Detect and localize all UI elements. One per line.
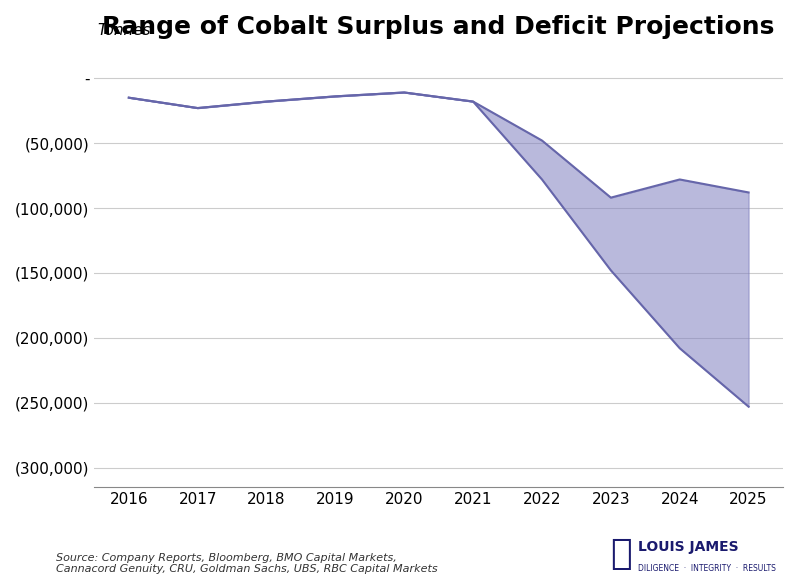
Text: Source: Company Reports, Bloomberg, BMO Capital Markets,
Cannacord Genuity, CRU,: Source: Company Reports, Bloomberg, BMO … [56,553,437,574]
Title: Range of Cobalt Surplus and Deficit Projections: Range of Cobalt Surplus and Deficit Proj… [102,15,775,39]
Text: 16%: 16% [0,579,1,580]
Text: Tonnes: Tonnes [98,23,152,38]
Text: ℒ: ℒ [610,537,632,571]
Text: DILIGENCE  ·  INTEGRITY  ·  RESULTS: DILIGENCE · INTEGRITY · RESULTS [638,564,776,573]
Text: 8%: 8% [0,579,1,580]
Text: 24%: 24% [0,579,1,580]
Text: LOUIS JAMES: LOUIS JAMES [638,540,739,554]
